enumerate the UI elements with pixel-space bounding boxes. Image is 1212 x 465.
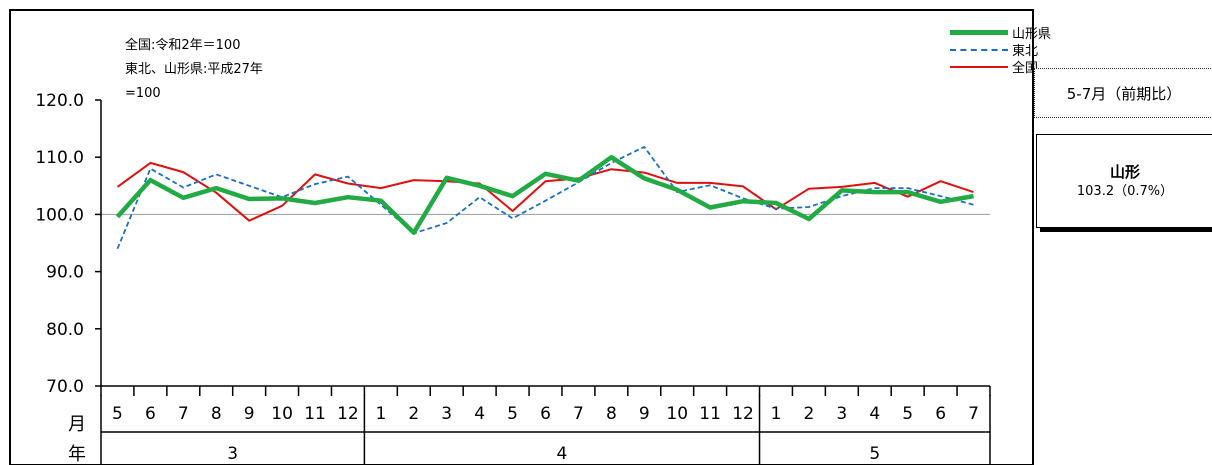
x-tick-label: 4	[474, 404, 485, 424]
legend-swatch-tohoku	[950, 48, 1008, 51]
legend-item-tohoku: 東北	[950, 41, 1051, 59]
base-note-2: 東北、山形県:平成27年	[125, 62, 263, 77]
legend-swatch-yamagata	[950, 30, 1008, 35]
year-label: 5	[869, 444, 880, 464]
x-tick-label: 5	[507, 404, 518, 424]
x-tick-label: 9	[639, 404, 650, 424]
x-tick-label: 5	[902, 404, 913, 424]
x-tick-label: 6	[145, 404, 156, 424]
legend-label-national: 全国	[1012, 61, 1039, 76]
highlight-value-box: 山形 103.2（0.7%）	[1036, 134, 1212, 228]
highlight-region: 山形	[1109, 163, 1140, 181]
year-label: 3	[227, 444, 238, 464]
x-tick-label: 8	[211, 404, 222, 424]
legend-item-national: 全国	[950, 58, 1051, 76]
period-label: 5-7月（前期比）	[1066, 84, 1182, 103]
y-tick-label: 120.0	[35, 91, 84, 111]
x-tick-label: 11	[699, 404, 721, 424]
period-label-box: 5-7月（前期比）	[1034, 68, 1212, 118]
x-tick-label: 10	[271, 404, 293, 424]
base-note-1: 全国:令和2年＝100	[125, 38, 241, 53]
x-tick-label: 7	[178, 404, 189, 424]
x-tick-label: 10	[666, 404, 688, 424]
x-tick-label: 1	[771, 404, 782, 424]
x-tick-label: 1	[375, 404, 386, 424]
highlight-value: 103.2（0.7%）	[1076, 184, 1174, 199]
year-label: 4	[557, 444, 568, 464]
year-row-label: 年	[68, 444, 86, 465]
legend: 山形県 東北 全国	[950, 24, 1052, 76]
month-row-label: 月	[68, 414, 86, 435]
x-tick-label: 9	[244, 404, 255, 424]
x-tick-label: 6	[540, 404, 551, 424]
legend-label-yamagata: 山形県	[1012, 27, 1052, 42]
x-tick-label: 7	[573, 404, 584, 424]
x-tick-label: 12	[337, 404, 359, 424]
y-tick-label: 110.0	[35, 148, 84, 168]
x-tick-label: 6	[935, 404, 946, 424]
x-tick-label: 8	[606, 404, 617, 424]
y-tick-label: 80.0	[46, 320, 84, 340]
plot-frame	[9, 9, 1034, 465]
x-tick-label: 11	[304, 404, 326, 424]
legend-item-yamagata: 山形県	[950, 24, 1052, 42]
x-tick-label: 12	[732, 404, 754, 424]
legend-label-tohoku: 東北	[1012, 44, 1039, 59]
y-tick-label: 90.0	[46, 263, 84, 283]
x-tick-label: 3	[441, 404, 452, 424]
y-tick-label: 70.0	[46, 377, 84, 397]
x-tick-label: 4	[869, 404, 880, 424]
x-tick-label: 3	[836, 404, 847, 424]
x-tick-label: 7	[968, 404, 979, 424]
x-tick-label: 2	[408, 404, 419, 424]
legend-swatch-national	[950, 65, 1008, 68]
x-tick-label: 2	[803, 404, 814, 424]
x-tick-label: 5	[112, 404, 123, 424]
y-tick-label: 100.0	[35, 205, 84, 225]
base-note-3: =100	[125, 86, 161, 101]
